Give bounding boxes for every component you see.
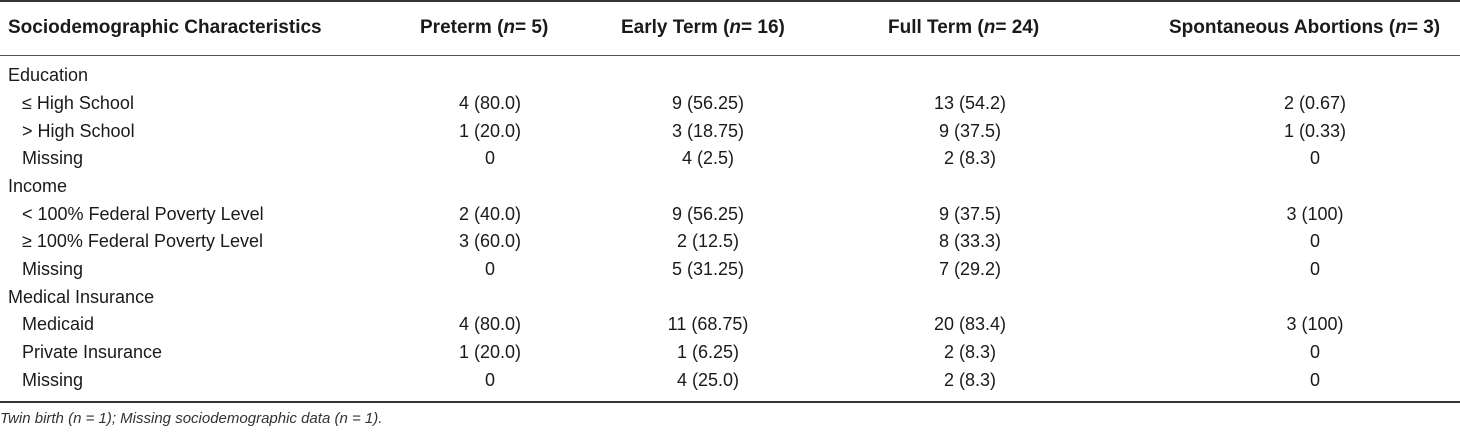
table-row: ≤ High School 4 (80.0) 9 (56.25) 13 (54.… — [0, 90, 1460, 118]
table-row: Medical Insurance — [0, 284, 1460, 312]
header-spontaneous-abortions-label: Spontaneous Abortions ( — [1169, 16, 1396, 38]
cell-preterm: 2 (40.0) — [458, 204, 522, 225]
table-row: Missing 0 4 (25.0) 2 (8.3) 0 — [0, 367, 1460, 395]
header-spontaneous-abortions-count: = 3) — [1406, 16, 1441, 38]
cell-spontaneous-abortions: 1 (0.33) — [1283, 121, 1347, 142]
cell-full-term: 2 (8.3) — [943, 148, 997, 169]
table-footnote: Twin birth (n = 1); Missing sociodemogra… — [0, 410, 383, 427]
header-preterm-count: = 5) — [515, 16, 549, 38]
table-top-rule — [0, 0, 1460, 2]
cell-spontaneous-abortions: 0 — [1309, 259, 1320, 280]
cell-preterm: 1 (20.0) — [458, 342, 522, 363]
table-bottom-rule — [0, 401, 1460, 403]
header-early-term-n: n — [729, 16, 742, 38]
header-early-term-label: Early Term ( — [621, 16, 730, 38]
header-full-term-label: Full Term ( — [888, 16, 984, 38]
header-early-term: Early Term (n = 16) — [621, 0, 785, 55]
cell-full-term: 9 (37.5) — [938, 121, 1002, 142]
table-row: Income — [0, 173, 1460, 201]
row-label: < 100% Federal Poverty Level — [22, 204, 264, 225]
cell-preterm: 1 (20.0) — [458, 121, 522, 142]
cell-spontaneous-abortions: 0 — [1309, 231, 1320, 252]
table-row: < 100% Federal Poverty Level 2 (40.0) 9 … — [0, 201, 1460, 229]
header-spontaneous-abortions-n: n — [1395, 16, 1407, 38]
cell-early-term: 3 (18.75) — [671, 121, 745, 142]
row-label: Missing — [22, 259, 84, 280]
cell-spontaneous-abortions: 3 (100) — [1286, 314, 1344, 335]
cell-early-term: 9 (56.25) — [671, 204, 745, 225]
cell-early-term: 1 (6.25) — [676, 342, 740, 363]
cell-spontaneous-abortions: 0 — [1309, 148, 1320, 169]
header-full-term-n: n — [983, 16, 996, 38]
cell-spontaneous-abortions: 2 (0.67) — [1283, 93, 1347, 114]
table-row: > High School 1 (20.0) 3 (18.75) 9 (37.5… — [0, 118, 1460, 146]
cell-early-term: 5 (31.25) — [671, 259, 745, 280]
cell-spontaneous-abortions: 0 — [1309, 370, 1320, 391]
header-spontaneous-abortions: Spontaneous Abortions (n = 3) — [1169, 0, 1440, 55]
table-row: Medicaid 4 (80.0) 11 (68.75) 20 (83.4) 3… — [0, 311, 1460, 339]
cell-preterm: 4 (80.0) — [458, 314, 522, 335]
cell-full-term: 8 (33.3) — [938, 231, 1002, 252]
header-early-term-count: = 16) — [741, 16, 785, 38]
cell-preterm: 3 (60.0) — [458, 231, 522, 252]
cell-full-term: 20 (83.4) — [933, 314, 1007, 335]
header-characteristics-label: Sociodemographic Characteristics — [8, 16, 322, 38]
row-label: Missing — [22, 370, 84, 391]
row-label: Education — [8, 65, 89, 86]
table-row: Education — [0, 62, 1460, 90]
cell-early-term: 11 (68.75) — [667, 314, 749, 335]
row-label: Medicaid — [22, 314, 95, 335]
table-row: Private Insurance 1 (20.0) 1 (6.25) 2 (8… — [0, 339, 1460, 367]
header-rule — [0, 55, 1460, 56]
cell-spontaneous-abortions: 0 — [1309, 342, 1320, 363]
cell-early-term: 2 (12.5) — [676, 231, 740, 252]
header-preterm-label: Preterm ( — [420, 16, 504, 38]
cell-preterm: 0 — [484, 148, 495, 169]
header-preterm: Preterm (n = 5) — [420, 0, 548, 55]
row-label: Missing — [22, 148, 84, 169]
header-full-term-count: = 24) — [995, 16, 1040, 38]
row-label: ≤ High School — [22, 93, 134, 114]
row-label: Medical Insurance — [8, 287, 155, 308]
header-preterm-n: n — [503, 16, 516, 38]
row-label: > High School — [22, 121, 135, 142]
table-row: Missing 0 5 (31.25) 7 (29.2) 0 — [0, 256, 1460, 284]
cell-full-term: 9 (37.5) — [938, 204, 1002, 225]
cell-early-term: 9 (56.25) — [671, 93, 745, 114]
cell-preterm: 0 — [484, 370, 495, 391]
row-label: Income — [8, 176, 68, 197]
table-row: Missing 0 4 (2.5) 2 (8.3) 0 — [0, 145, 1460, 173]
row-label: Private Insurance — [22, 342, 163, 363]
cell-full-term: 2 (8.3) — [943, 370, 997, 391]
cell-full-term: 7 (29.2) — [938, 259, 1002, 280]
cell-full-term: 13 (54.2) — [933, 93, 1007, 114]
cell-preterm: 4 (80.0) — [458, 93, 522, 114]
header-characteristics: Sociodemographic Characteristics — [8, 0, 322, 55]
cell-full-term: 2 (8.3) — [943, 342, 997, 363]
cell-preterm: 0 — [484, 259, 495, 280]
cell-early-term: 4 (2.5) — [681, 148, 735, 169]
row-label: ≥ 100% Federal Poverty Level — [22, 231, 264, 252]
table-row: ≥ 100% Federal Poverty Level 3 (60.0) 2 … — [0, 228, 1460, 256]
header-full-term: Full Term (n = 24) — [888, 0, 1039, 55]
cell-early-term: 4 (25.0) — [676, 370, 740, 391]
cell-spontaneous-abortions: 3 (100) — [1286, 204, 1344, 225]
